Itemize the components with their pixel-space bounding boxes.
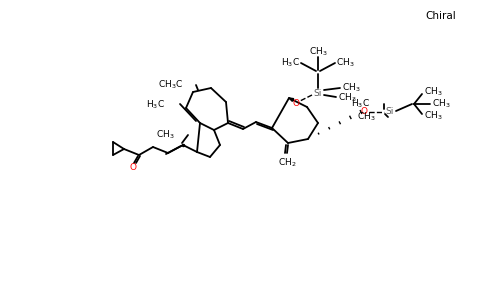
Text: CH$_3$: CH$_3$ [156, 129, 175, 141]
Text: O: O [130, 163, 136, 172]
Text: Chiral: Chiral [425, 11, 456, 21]
Text: O: O [292, 98, 300, 107]
Text: CH$_3$: CH$_3$ [424, 110, 443, 122]
Text: CH$_3$: CH$_3$ [338, 92, 357, 104]
Text: CH$_3$: CH$_3$ [342, 82, 361, 94]
Text: H$_3$C: H$_3$C [146, 99, 165, 111]
Text: CH$_3$: CH$_3$ [432, 98, 451, 110]
Polygon shape [289, 98, 294, 101]
Text: CH$_3$: CH$_3$ [357, 111, 376, 123]
Text: CH$_3$: CH$_3$ [336, 57, 355, 69]
Text: H$_3$C: H$_3$C [351, 98, 370, 110]
Text: CH$_3$: CH$_3$ [309, 46, 327, 58]
Text: CH$_2$: CH$_2$ [278, 157, 296, 169]
Text: O: O [361, 107, 367, 116]
Text: CH$_3$: CH$_3$ [424, 86, 443, 98]
Text: CH$_3$C: CH$_3$C [158, 79, 183, 91]
Text: Si: Si [386, 107, 394, 116]
Text: H$_3$C: H$_3$C [281, 57, 300, 69]
Text: Si: Si [314, 88, 322, 98]
